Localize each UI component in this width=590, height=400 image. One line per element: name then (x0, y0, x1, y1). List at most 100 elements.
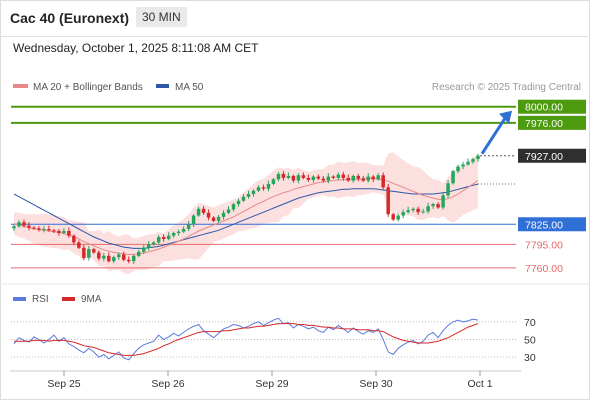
level-label-5: 7760.00 (525, 263, 563, 275)
candle-body-78 (401, 212, 405, 216)
candle-body-44 (231, 204, 236, 210)
candle-body-86 (441, 195, 445, 208)
candle-body-11 (67, 230, 71, 236)
candle-body-25 (136, 251, 141, 256)
candle-body-40 (211, 217, 216, 221)
candle-body-43 (226, 209, 231, 213)
candle-body-90 (461, 164, 465, 167)
level-label-box-0 (518, 99, 586, 114)
candle-body-65 (336, 174, 341, 178)
source-credit: Research © 2025 Trading Central (432, 82, 581, 93)
candle-body-37 (196, 208, 201, 216)
candle-body-9 (57, 230, 61, 233)
candle-body-76 (391, 214, 395, 220)
x-tick-label-4: Oct 1 (467, 378, 492, 390)
candle-body-21 (117, 254, 121, 258)
candle-body-39 (206, 212, 211, 218)
candle-body-71 (366, 176, 370, 181)
candle-body-91 (466, 161, 470, 165)
candle-body-15 (87, 249, 91, 258)
rsi-legend-label: RSI (32, 294, 49, 305)
rsi-ma-legend-swatch (62, 297, 75, 301)
candle-body-55 (286, 175, 291, 178)
candle-body-38 (201, 208, 206, 213)
candle-body-64 (331, 176, 336, 178)
candle-body-83 (426, 206, 430, 212)
candle-body-4 (32, 227, 36, 229)
x-tick-label-0: Sep 25 (47, 378, 80, 390)
ma20-legend-swatch (13, 84, 28, 88)
candle-body-51 (266, 183, 271, 189)
candle-body-46 (241, 196, 246, 201)
candle-body-34 (181, 228, 186, 232)
candle-body-28 (151, 242, 156, 245)
rsi-tick-label-50: 50 (524, 335, 536, 347)
bollinger-band-area (14, 152, 478, 275)
candle-body-8 (52, 230, 56, 232)
candle-body-63 (326, 176, 331, 181)
timeframe-badge[interactable]: 30 MIN (136, 7, 187, 27)
candle-body-5 (37, 228, 41, 230)
rsi-legend: RSI 9MA (13, 294, 102, 305)
candle-body-52 (271, 179, 276, 184)
level-labels: 8000.00 7976.00 7927.00 7825.00 7795.00 7760.… (518, 99, 586, 275)
candle-body-16 (92, 249, 96, 253)
candle-body-69 (356, 175, 361, 179)
ma50-legend-swatch (156, 84, 169, 88)
moving-averages (13, 178, 516, 255)
candle-body-6 (42, 228, 46, 230)
candle-body-24 (131, 255, 136, 262)
x-tick-label-2: Sep 29 (255, 378, 288, 390)
candle-body-60 (311, 176, 316, 180)
x-tick-label-1: Sep 26 (151, 378, 184, 390)
candle-body-42 (221, 212, 226, 217)
candle-body-81 (416, 208, 420, 213)
candle-body-56 (291, 175, 296, 181)
candle-body-19 (107, 255, 111, 262)
level-label-2: 7927.00 (525, 151, 563, 163)
candle-body-75 (386, 187, 390, 215)
candle-body-79 (406, 210, 410, 213)
instrument-title: Cac 40 (Euronext) (10, 10, 130, 26)
candle-body-14 (82, 247, 86, 258)
title-bar: Cac 40 (Euronext) 30 MIN (0, 0, 588, 37)
candle-body-13 (77, 242, 81, 248)
candle-body-62 (321, 178, 326, 181)
candle-body-48 (251, 190, 256, 195)
candle-body-89 (456, 166, 460, 172)
candle-body-18 (102, 255, 106, 259)
candlesticks (12, 110, 512, 264)
candle-body-27 (146, 244, 151, 248)
bollinger-band (14, 152, 478, 275)
candle-body-61 (316, 176, 321, 179)
timestamp: Wednesday, October 1, 2025 8:11:08 AM CE… (13, 41, 259, 55)
candle-body-45 (236, 200, 241, 205)
level-label-box-2 (518, 148, 586, 163)
price-levels (11, 105, 516, 269)
x-tick-label-3: Sep 30 (359, 378, 392, 390)
ma20-line (13, 178, 479, 255)
forecast-arrow-head (499, 110, 512, 124)
candle-body-47 (246, 194, 251, 197)
candle-body-31 (166, 235, 171, 240)
candle-body-70 (361, 178, 365, 181)
candle-body-59 (306, 177, 311, 180)
candle-body-26 (141, 247, 146, 252)
x-axis: Sep 25 Sep 26 Sep 29 Sep 30 Oct 1 (47, 371, 493, 390)
candle-body-33 (176, 231, 181, 233)
candle-body-72 (371, 176, 375, 180)
candle-body-35 (186, 224, 191, 229)
rsi-panel: 70 50 30 (11, 317, 536, 364)
candle-body-12 (72, 235, 76, 243)
candle-body-30 (161, 237, 166, 240)
candle-body-49 (256, 187, 261, 191)
candle-body-88 (451, 171, 455, 184)
candle-body-85 (436, 204, 440, 208)
ma50-legend-label: MA 50 (175, 82, 204, 93)
candle-body-87 (446, 183, 450, 196)
level-label-box-1 (518, 115, 586, 130)
candle-body-58 (301, 175, 306, 178)
level-label-3: 7825.00 (525, 219, 563, 231)
candle-body-32 (171, 232, 176, 236)
rsi-ma-line (14, 323, 479, 356)
